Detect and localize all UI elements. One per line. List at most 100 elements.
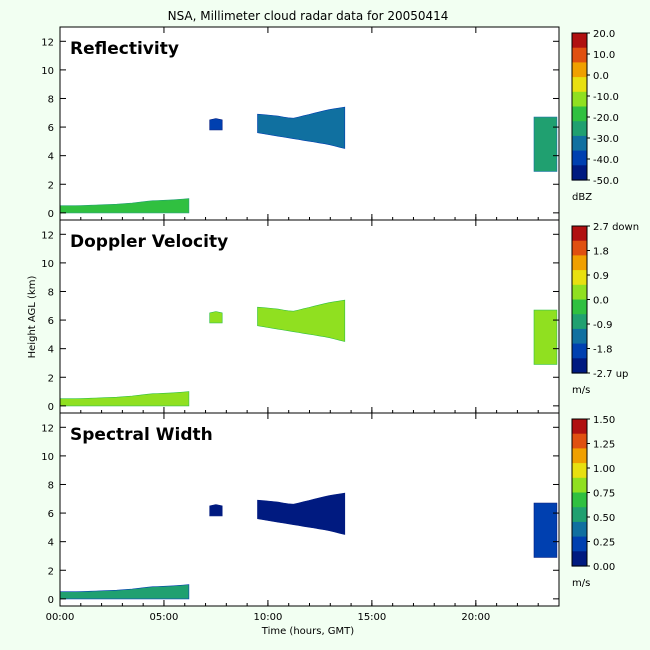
colorbar-swatch [572, 502, 587, 506]
x-axis-label: Time (hours, GMT) [261, 626, 355, 637]
colorbar-tick-label: 0.0 [593, 71, 609, 82]
colorbar-swatch [572, 72, 587, 76]
colorbar-swatch [572, 497, 587, 501]
colorbar-swatch [572, 262, 587, 266]
echo-region [59, 198, 190, 214]
colorbar-swatch [572, 519, 587, 523]
colorbar-swatch [572, 529, 587, 533]
y-axis-label: Height AGL (km) [27, 276, 38, 359]
colorbar-unit: m/s [572, 385, 590, 396]
colorbar-swatch [572, 106, 587, 110]
colorbar-swatch [572, 294, 587, 298]
colorbar-swatch [572, 423, 587, 427]
colorbar-swatch [572, 243, 587, 247]
colorbar-swatch [572, 485, 587, 489]
colorbar-swatch [572, 436, 587, 440]
colorbar-swatch [572, 419, 587, 423]
colorbar-swatch [572, 314, 587, 318]
colorbar-swatch [572, 441, 587, 445]
colorbar-swatch [572, 138, 587, 142]
colorbar-swatch [572, 226, 587, 230]
colorbar-swatch [572, 270, 587, 274]
colorbar-swatch [572, 453, 587, 457]
echo-region [59, 391, 190, 407]
colorbar-swatch [572, 551, 587, 555]
colorbar-swatch [572, 126, 587, 130]
colorbar-swatch [572, 52, 587, 56]
colorbar-unit: dBZ [572, 192, 592, 203]
colorbar-frame [571, 32, 588, 181]
colorbar-swatch [572, 50, 587, 54]
colorbar-swatch [572, 465, 587, 469]
colorbar-swatch [572, 548, 587, 552]
colorbar-swatch [572, 113, 587, 117]
colorbar-swatch [572, 111, 587, 115]
colorbar-swatch [572, 155, 587, 159]
colorbar-swatch [572, 355, 587, 359]
colorbar-swatch [572, 157, 587, 161]
colorbar-swatch [572, 89, 587, 93]
panel-title: Doppler Velocity [70, 232, 228, 252]
colorbar-swatch [572, 358, 587, 362]
y-tick-label: 0 [48, 402, 54, 413]
colorbar-swatch [572, 86, 587, 90]
colorbar-swatch [572, 480, 587, 484]
colorbar-swatch [572, 363, 587, 367]
y-tick-label: 10 [41, 452, 54, 463]
colorbar-swatch [572, 504, 587, 508]
y-tick-label: 6 [48, 123, 54, 134]
colorbar-swatch [572, 455, 587, 459]
x-tick-label: 20:00 [461, 612, 490, 623]
colorbar-tick-label: 10.0 [593, 50, 615, 61]
colorbar-swatch [572, 507, 587, 511]
colorbar-swatch [572, 475, 587, 479]
colorbar-swatch [572, 162, 587, 166]
colorbar-swatch [572, 55, 587, 59]
colorbar-swatch [572, 539, 587, 543]
y-tick-label: 2 [48, 373, 54, 384]
colorbar-swatch [572, 275, 587, 279]
colorbar-swatch [572, 116, 587, 120]
colorbar-swatch [572, 531, 587, 535]
colorbar-swatch [572, 272, 587, 276]
colorbar-swatch [572, 165, 587, 169]
echo-region [59, 584, 190, 600]
echo-region [533, 116, 558, 172]
colorbar-swatch [572, 365, 587, 369]
colorbar-swatch [572, 245, 587, 249]
colorbar-tick-label: -50.0 [593, 176, 619, 187]
colorbar-swatch [572, 468, 587, 472]
colorbar-swatch [572, 450, 587, 454]
colorbar-swatch [572, 433, 587, 437]
colorbar-swatch [572, 338, 587, 342]
colorbar-tick-label: 0.75 [593, 489, 615, 500]
colorbar-swatch [572, 153, 587, 157]
colorbar-swatch [572, 91, 587, 95]
colorbar-tick-label: -1.8 [593, 345, 613, 356]
colorbar-swatch [572, 265, 587, 269]
colorbar-swatch [572, 79, 587, 83]
x-tick-label: 10:00 [254, 612, 283, 623]
colorbar-tick-label: 0.00 [593, 562, 615, 573]
colorbar-swatch [572, 177, 587, 181]
colorbar-swatch [572, 443, 587, 447]
colorbar-swatch [572, 277, 587, 281]
colorbar-swatch [572, 487, 587, 491]
colorbar-swatch [572, 255, 587, 259]
colorbar-swatch [572, 421, 587, 425]
colorbar-tick-label: -2.7 up [593, 369, 628, 380]
colorbar-swatch [572, 150, 587, 154]
colorbar-swatch [572, 77, 587, 81]
y-tick-label: 12 [41, 423, 54, 434]
colorbar-swatch [572, 64, 587, 68]
colorbar-tick-label: 0.50 [593, 513, 615, 524]
colorbar-tick-label: 0.9 [593, 271, 609, 282]
colorbar-swatch [572, 172, 587, 176]
echo-region [257, 299, 346, 342]
colorbar-swatch [572, 353, 587, 357]
colorbar-swatch [572, 553, 587, 557]
colorbar-tick-label: 1.8 [593, 247, 609, 258]
colorbar-swatch [572, 99, 587, 103]
colorbar-swatch [572, 558, 587, 562]
colorbar-swatch [572, 477, 587, 481]
